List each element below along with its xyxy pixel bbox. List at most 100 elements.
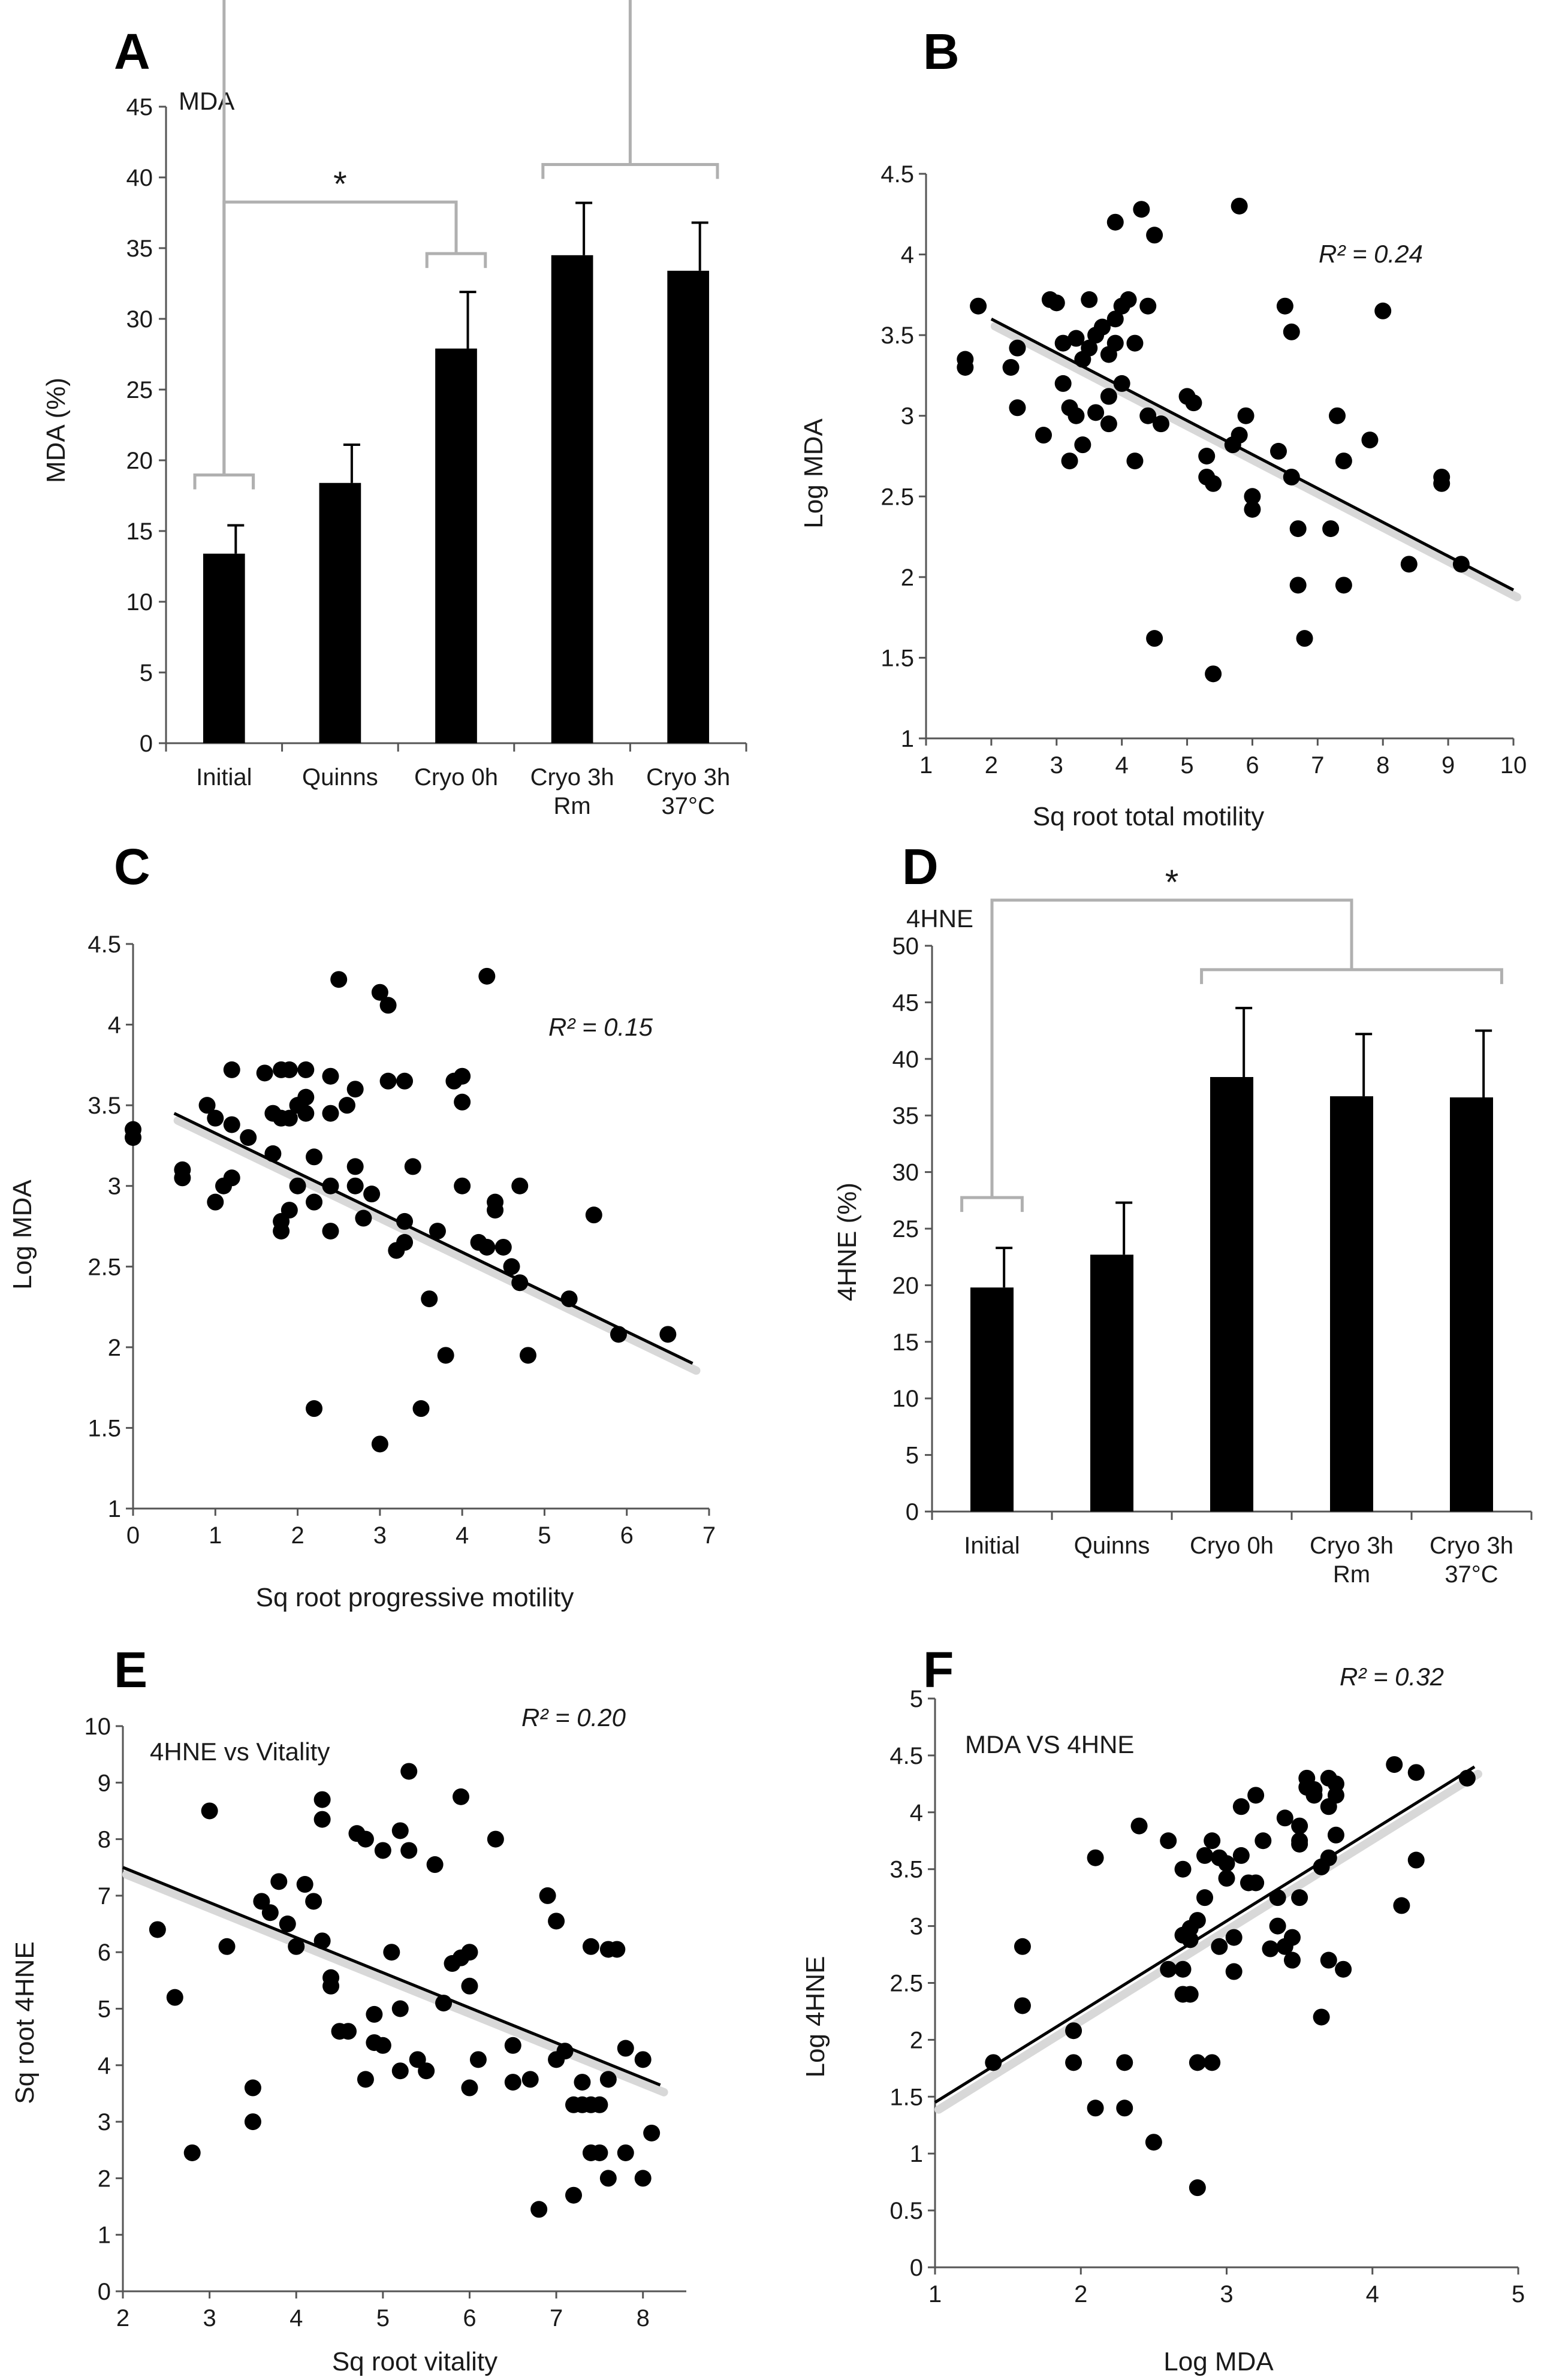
panel-e-data-point-61 [591,2144,608,2161]
panel-c-data-point-64 [503,1258,520,1275]
panel-c-y-tick-label: 1.5 [88,1415,121,1441]
panel-f-data-point-67 [1407,1851,1425,1869]
panel-b-y-tick-label: 3 [901,403,914,430]
panel-a-y-tick-label: 0 [140,731,153,757]
panel-f-data-point-23 [1196,1889,1214,1907]
panel-d-significance-from-bracket-0 [960,1196,1024,1212]
panel-e-title: 4HNE vs Vitality [150,1738,330,1766]
panel-f-data-point-61 [1327,1787,1344,1804]
panel-b-x-tick-label: 10 [1500,752,1527,779]
panel-a-category-label-4: 37°C [662,793,715,819]
panel-e-x-tick-label: 8 [637,2305,650,2331]
panel-c-data-point-40 [363,1186,381,1203]
panel-c-data-point-71 [659,1326,677,1343]
panel-e-data-point-6 [244,2113,261,2131]
panel-e-data-point-26 [374,1842,391,1859]
panel-c-data-point-23 [289,1177,306,1194]
panel-e-data-point-22 [357,1830,374,1848]
panel-d-y-tick-label: 15 [892,1329,919,1356]
panel-e-data-point-56 [574,2074,591,2091]
panel-e-data-point-37 [435,1995,453,2012]
panel-b-data-point-2 [970,297,987,315]
panel-f-data-point-45 [1283,1929,1301,1946]
panel-c-y-tick-label: 3 [108,1174,121,1200]
panel-e-data-point-60 [582,1938,599,1955]
panel-e-y-tick-label: 4 [98,2053,111,2079]
panel-c-data-point-34 [330,971,348,988]
panel-c-data-point-46 [396,1233,414,1251]
panel-b-data-point-63 [1374,302,1392,319]
panel-c-data-point-29 [306,1400,323,1417]
panel-f-y-tick-label: 2 [910,2027,923,2053]
panel-f-data-point-8 [1116,2054,1133,2071]
panel-e-data-point-41 [461,1977,478,1995]
panel-b-data-point-14 [1068,407,1085,424]
panel-b-data-point-66 [1433,475,1451,492]
panel-e-scatter-vitality: E 4HNE vs Vitality Sq root vitality Sq r… [10,1642,686,2376]
panel-b-x-tick-label: 6 [1246,752,1259,779]
panel-b-data-point-43 [1205,475,1222,492]
panel-b-y-tick-label: 4 [901,242,914,269]
panel-f-data-point-30 [1218,1869,1235,1887]
panel-f-y-tick-label: 2.5 [889,1971,923,1997]
panel-b-data-point-1 [957,358,974,376]
panel-c-data-point-13 [264,1145,282,1162]
panel-c-data-point-65 [511,1274,529,1292]
panel-f-data-point-42 [1276,1809,1293,1827]
panel-f-data-point-37 [1247,1874,1265,1892]
panel-a-mda-bar-chart: A MDA MDA (%) 0 5 10 15 20 25 30 35 40 45 Initial Q… [41,0,747,819]
panel-d-y-tick-label: 20 [892,1272,919,1299]
panel-e-y-tick-label: 6 [98,1939,111,1966]
panel-f-data-point-62 [1327,1826,1344,1844]
panel-c-x-axis-title: Sq root progressive motility [256,1583,574,1612]
panel-a-y-tick-label: 20 [126,448,153,474]
panel-b-data-point-26 [1106,334,1124,352]
panel-b-data-point-30 [1120,291,1137,308]
panel-d-bar-1 [1090,1254,1133,1512]
panel-b-data-point-10 [1054,375,1072,392]
panel-c-data-point-52 [429,1223,446,1240]
panel-f-data-point-34 [1232,1847,1250,1864]
panel-d-category-label-4: Cryo 3h [1430,1533,1513,1559]
panel-b-y-tick-label: 2 [901,565,914,591]
panel-c-y-tick-label: 1 [108,1496,121,1522]
panel-d-y-tick-label: 25 [892,1216,919,1242]
panel-a-y-tick-label: 5 [140,660,153,686]
panel-f-data-point-39 [1262,1940,1279,1957]
panel-e-data-point-16 [313,1932,331,1950]
panel-c-trendline-shadow [173,1116,701,1375]
panel-f-data-point-33 [1232,1798,1250,1815]
panel-c-data-point-25 [297,1088,315,1106]
panel-c-data-point-5 [207,1109,224,1127]
panel-f-data-point-38 [1255,1832,1272,1850]
panel-f-data-point-9 [1130,1817,1148,1835]
panel-e-data-point-5 [244,2079,261,2097]
panel-d-title: 4HNE [906,904,973,933]
panel-b-plot-area: 1 1.5 2 2.5 3 3.5 4 4.5 1 2 3 4 5 6 7 8 9 10 [880,161,1527,779]
panel-c-data-point-62 [487,1202,504,1219]
panel-f-x-tick-label: 4 [1366,2281,1379,2307]
panel-f-data-point-11 [1160,1960,1177,1978]
panel-e-data-point-1 [166,1989,183,2006]
panel-e-y-axis-title: Sq root 4HNE [10,1941,40,2104]
panel-b-data-point-59 [1329,407,1346,424]
panel-c-y-tick-label: 4.5 [88,931,121,958]
panel-f-plot-area: 0 0.5 1 1.5 2 2.5 3 3.5 4 4.5 5 1 2 3 4 5 [889,1686,1525,2307]
panel-b-x-tick-label: 9 [1442,752,1455,779]
panel-b-data-point-60 [1335,453,1352,470]
panel-b-data-point-3 [1002,358,1020,376]
panel-c-x-tick-label: 7 [702,1522,716,1549]
panel-f-data-point-20 [1189,2179,1206,2197]
panel-b-letter: B [923,23,960,80]
panel-b-data-point-62 [1361,432,1379,449]
panel-b-y-tick-label: 1 [901,726,914,752]
panel-e-data-point-4 [218,1938,236,1955]
panel-b-r-squared: R² = 0.24 [1319,240,1423,268]
panel-b-y-tick-label: 1.5 [880,645,914,671]
panel-a-category-label-0: Initial [196,764,252,791]
panel-f-data-point-64 [1386,1756,1403,1773]
panel-e-y-tick-label: 5 [98,1996,111,2023]
panel-e-data-point-69 [634,2170,652,2187]
panel-c-plot-area: 11.522.533.544.50 1 2 3 4 5 6 7 [88,931,716,1549]
panel-f-data-point-2 [1014,1938,1031,1955]
